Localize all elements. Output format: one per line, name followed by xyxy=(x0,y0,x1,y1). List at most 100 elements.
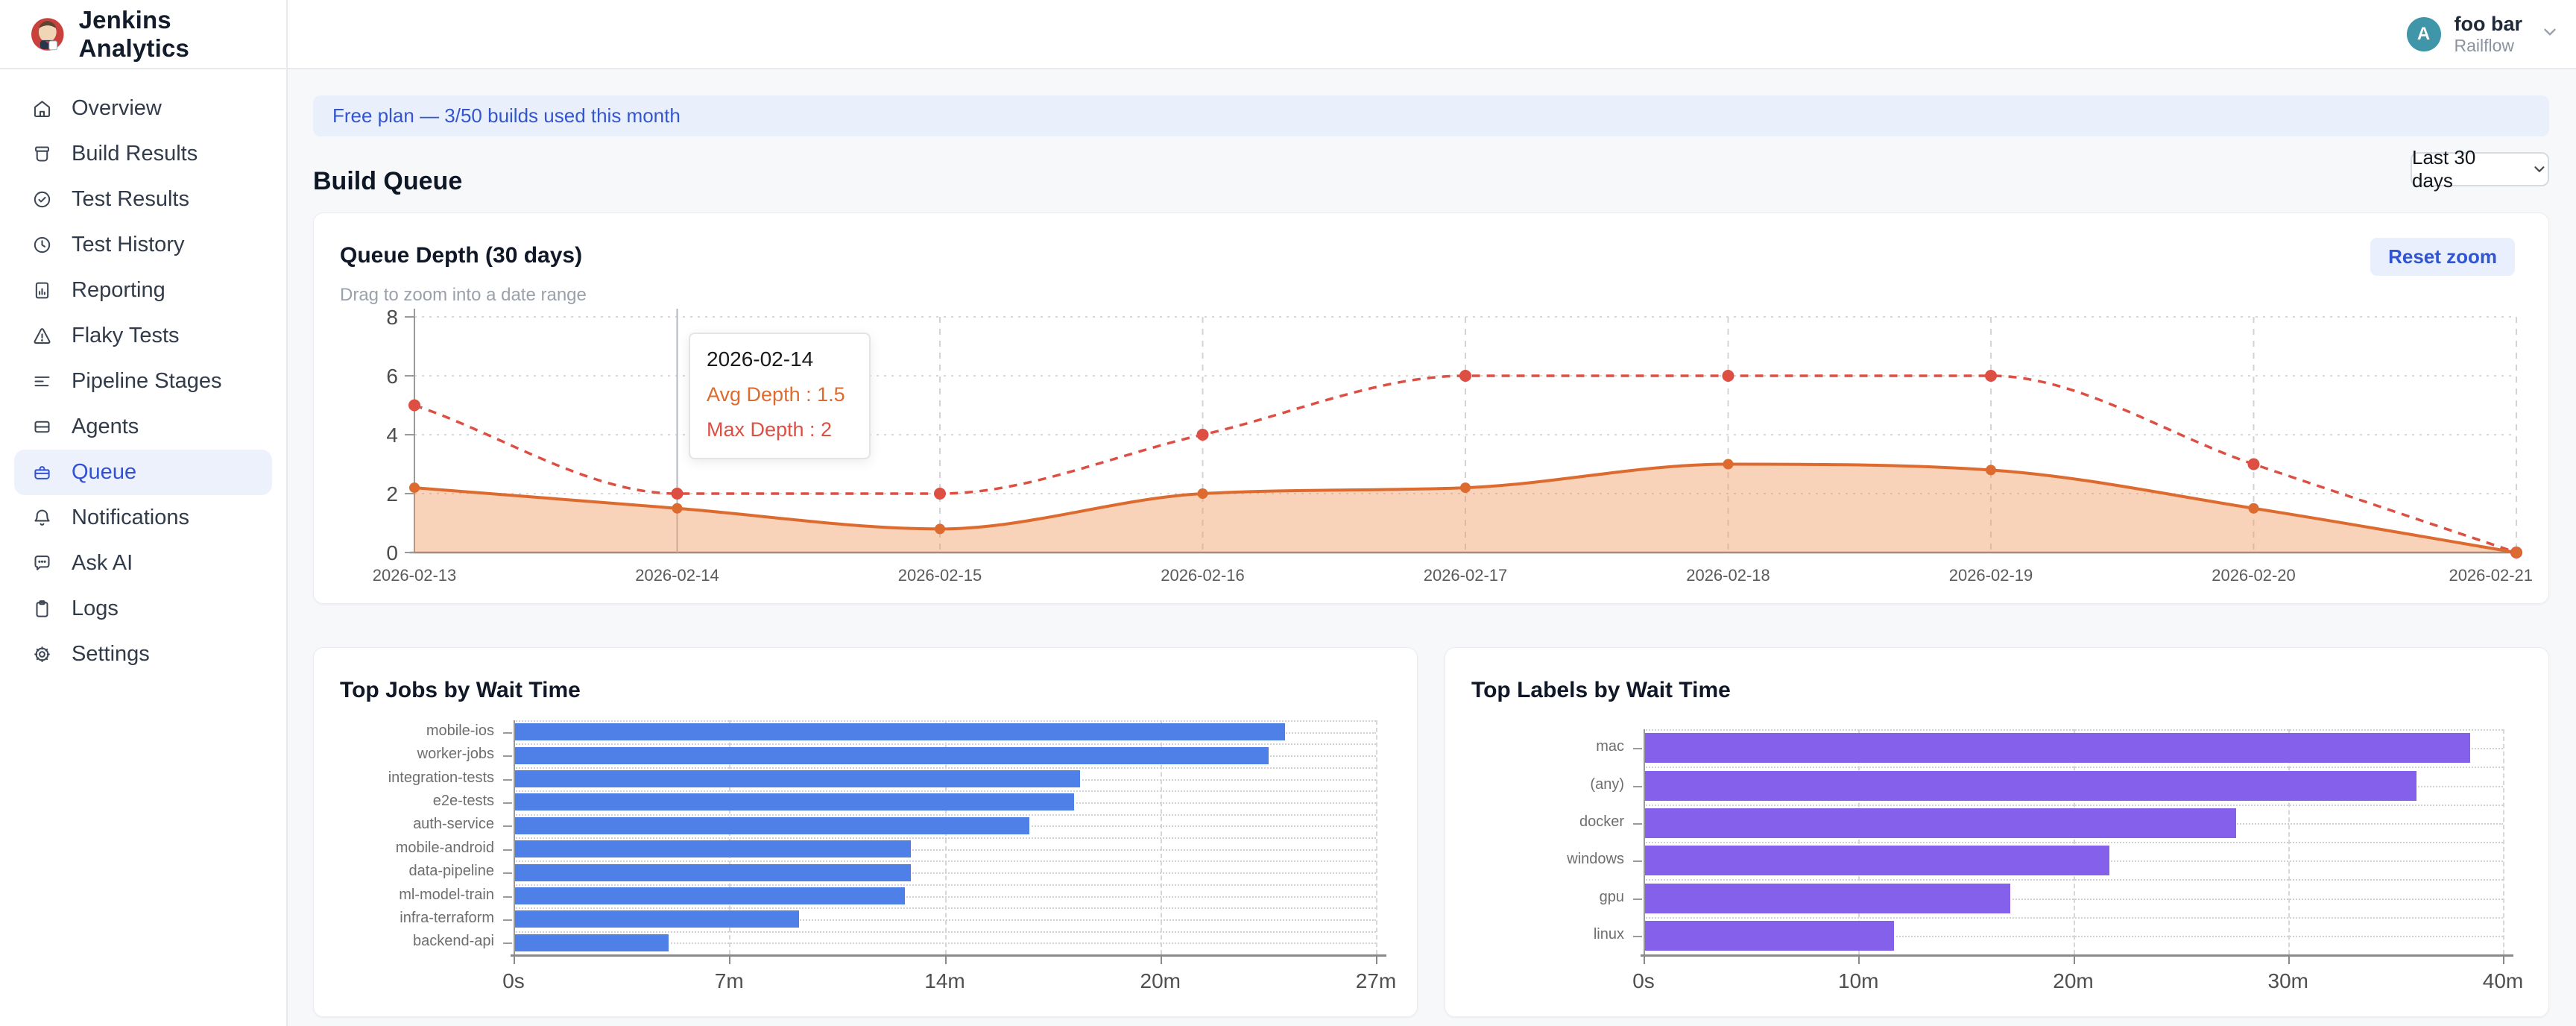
bar-mac[interactable] xyxy=(1645,733,2470,764)
queue-depth-title: Queue Depth (30 days) xyxy=(340,243,583,268)
top-jobs-chart: 0s 7m 14m 20m 27m mobile-ios worker-jobs integr… xyxy=(314,648,1417,1016)
category-label: integration-tests xyxy=(388,769,494,786)
bar-ml-model-train[interactable] xyxy=(515,887,905,904)
sidebar-item-notifications[interactable]: Notifications xyxy=(14,495,272,541)
sidebar-item-build-results[interactable]: Build Results xyxy=(14,131,272,177)
avg-depth-point[interactable] xyxy=(1197,488,1208,499)
bar-worker-jobs[interactable] xyxy=(515,746,1269,764)
axis-tick xyxy=(503,896,512,898)
bar-e2e-tests[interactable] xyxy=(515,793,1074,811)
sidebar-item-settings[interactable]: Settings xyxy=(14,632,272,677)
reset-zoom-button[interactable]: Reset zoom xyxy=(2370,238,2515,276)
max-depth-point[interactable] xyxy=(408,399,420,412)
avg-depth-point[interactable] xyxy=(1986,465,1996,476)
category-label: linux xyxy=(1593,925,1624,942)
bell-icon xyxy=(32,508,52,528)
bar-docker[interactable] xyxy=(1645,808,2236,838)
gridline xyxy=(2073,729,2075,954)
date-range-select[interactable]: Last 30 days xyxy=(2411,146,2549,192)
avatar[interactable]: A xyxy=(2406,16,2441,51)
sidebar-item-ask-ai[interactable]: Ask AI xyxy=(14,541,272,586)
sidebar-item-label: Agents xyxy=(72,415,139,438)
avg-depth-point[interactable] xyxy=(1723,459,1734,470)
bar-windows[interactable] xyxy=(1645,846,2109,876)
bar-infra-terraform[interactable] xyxy=(515,910,799,928)
chevron-down-icon[interactable] xyxy=(2540,22,2560,45)
sidebar-item-logs[interactable]: Logs xyxy=(14,586,272,632)
axis-tick xyxy=(1633,935,1642,937)
gridline xyxy=(1892,935,2503,937)
y-axis xyxy=(1644,729,1645,954)
bar-linux[interactable] xyxy=(1645,920,1894,951)
bar-auth-service[interactable] xyxy=(515,816,1029,834)
x-axis-label: 40m xyxy=(2482,969,2524,992)
x-axis-label: 20m xyxy=(2053,969,2094,992)
svg-text:2026-02-21: 2026-02-21 xyxy=(2449,566,2533,585)
sidebar-item-label: Logs xyxy=(72,597,119,620)
avg-depth-point[interactable] xyxy=(2511,547,2522,558)
axis-tick xyxy=(2288,957,2290,964)
top-labels-chart: 0s 10m 20m 30m 40m mac (any) docker windows gpu li… xyxy=(1445,648,2548,1016)
sidebar-item-label: Build Results xyxy=(72,142,198,166)
sidebar-item-test-results[interactable]: Test Results xyxy=(14,177,272,222)
queue-depth-chart[interactable]: 0 2 4 6 8 2026-02-13 2026-02-14 2026-02-15 2026-… xyxy=(314,213,2550,605)
top-labels-card: Top Labels by Wait Time 0s 10m 20m 30m 40m ma… xyxy=(1445,647,2549,1017)
sidebar-item-pipeline-stages[interactable]: Pipeline Stages xyxy=(14,359,272,404)
gridline xyxy=(798,919,1376,921)
gridline xyxy=(1079,778,1376,781)
avg-depth-point[interactable] xyxy=(2248,503,2259,514)
x-axis-label: 27m xyxy=(1355,969,1397,992)
axis-tick xyxy=(1858,957,1860,964)
bar-mobile-ios[interactable] xyxy=(515,723,1285,741)
chat-icon xyxy=(32,553,52,573)
max-depth-point[interactable] xyxy=(1722,370,1734,382)
gridline xyxy=(2469,748,2503,750)
bar-(any)[interactable] xyxy=(1645,770,2416,801)
bar-data-pipeline[interactable] xyxy=(515,863,911,881)
avg-depth-point[interactable] xyxy=(672,503,683,514)
category-label: e2e-tests xyxy=(432,792,494,809)
max-depth-point[interactable] xyxy=(1459,370,1471,382)
axis-tick xyxy=(503,849,512,851)
category-label: windows xyxy=(1567,851,1624,868)
sidebar-item-test-history[interactable]: Test History xyxy=(14,222,272,268)
x-axis-label: 30m xyxy=(2267,969,2308,992)
bar-gpu[interactable] xyxy=(1645,883,2010,913)
max-depth-point[interactable] xyxy=(1196,429,1209,441)
sidebar-item-label: Ask AI xyxy=(72,551,133,575)
category-label: mobile-ios xyxy=(426,722,494,739)
x-axis-label: 14m xyxy=(924,969,965,992)
axis-tick xyxy=(1160,957,1162,964)
sidebar-item-agents[interactable]: Agents xyxy=(14,404,272,450)
avg-depth-point[interactable] xyxy=(935,523,945,535)
axis-tick xyxy=(503,825,512,828)
axis-tick xyxy=(503,778,512,781)
avg-depth-point[interactable] xyxy=(409,482,420,494)
bar-mobile-android[interactable] xyxy=(515,840,911,858)
svg-text:2026-02-14: 2026-02-14 xyxy=(635,566,719,585)
max-depth-point[interactable] xyxy=(2247,458,2260,470)
bar-integration-tests[interactable] xyxy=(515,770,1080,787)
user-org: Railflow xyxy=(2454,35,2515,55)
bar-backend-api[interactable] xyxy=(515,934,669,951)
svg-text:2: 2 xyxy=(386,482,398,506)
category-label: infra-terraform xyxy=(400,909,494,926)
clipboard-icon xyxy=(32,599,52,619)
report-icon xyxy=(32,280,52,300)
max-depth-point[interactable] xyxy=(1985,370,1997,382)
sidebar-item-flaky-tests[interactable]: Flaky Tests xyxy=(14,313,272,359)
sidebar-item-overview[interactable]: Overview xyxy=(14,86,272,131)
chevron-down-icon xyxy=(2534,166,2545,172)
tooltip-rows: Avg Depth : 1.5 Max Depth : 2 xyxy=(707,383,853,441)
sidebar-item-label: Test Results xyxy=(72,187,189,211)
sidebar-item-label: Pipeline Stages xyxy=(72,369,222,393)
max-depth-point[interactable] xyxy=(671,488,684,500)
sidebar-item-queue[interactable]: Queue xyxy=(14,450,272,495)
axis-tick xyxy=(729,957,731,964)
user-menu[interactable]: A foo bar Railflow xyxy=(2406,0,2560,68)
axis-tick xyxy=(1633,748,1642,750)
svg-text:2026-02-13: 2026-02-13 xyxy=(373,566,457,585)
avg-depth-point[interactable] xyxy=(1460,482,1471,494)
max-depth-point[interactable] xyxy=(934,488,946,500)
sidebar-item-reporting[interactable]: Reporting xyxy=(14,268,272,313)
